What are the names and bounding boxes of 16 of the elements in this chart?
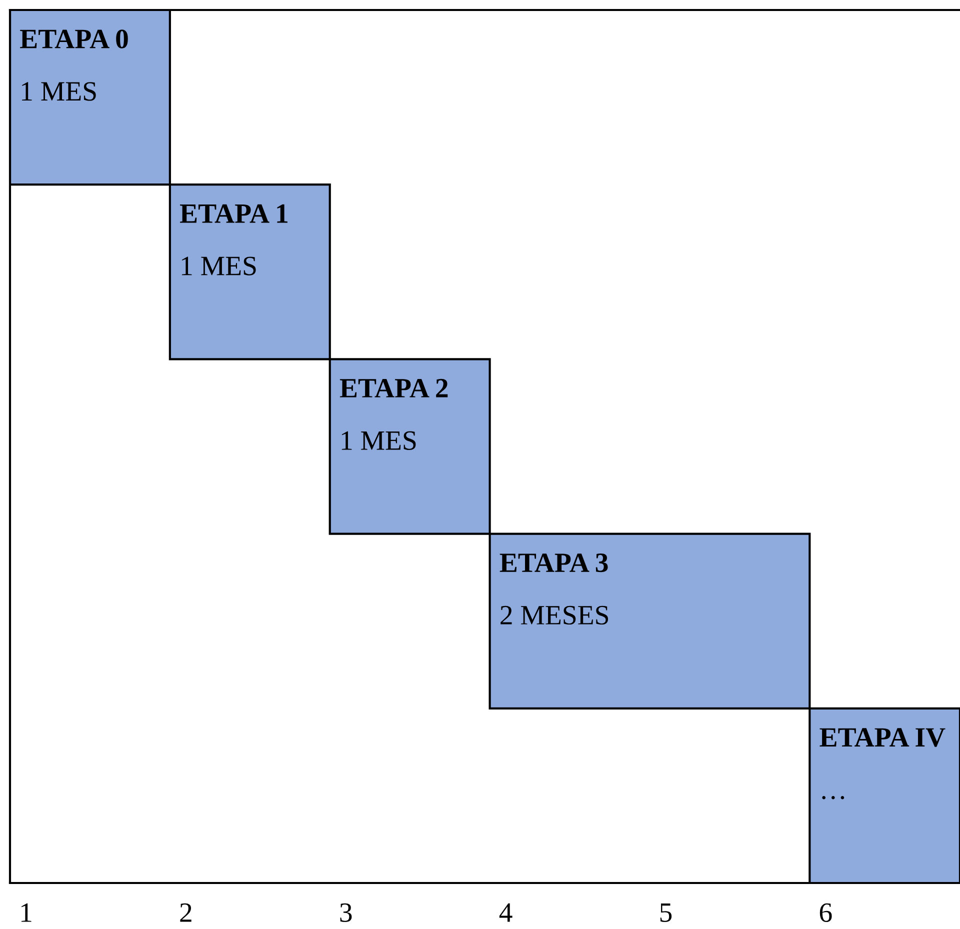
- y-tick-label: ETAPA 2: [340, 378, 448, 398]
- x-tick-label: 1: [21, 903, 32, 922]
- y-tick-label: ETAPA IV: [820, 728, 946, 747]
- data-label: 1 MES: [342, 431, 416, 450]
- y-tick-label: ETAPA 0: [20, 30, 128, 48]
- x-tick-label: 6: [820, 903, 832, 922]
- data-label: 1 MES: [182, 256, 256, 276]
- y-tick-label: ETAPA 3: [500, 554, 608, 572]
- x-tick-label: 3: [340, 903, 352, 922]
- data-label: 2 MESES: [500, 606, 608, 625]
- x-tick-label: 5: [660, 904, 672, 922]
- y-tick-label: ETAPA 1: [180, 204, 288, 223]
- x-tick-label: 2: [180, 903, 192, 922]
- x-tick-label: 4: [499, 903, 512, 922]
- data-label: 1 MES: [22, 82, 96, 101]
- data-label: …: [822, 796, 844, 800]
